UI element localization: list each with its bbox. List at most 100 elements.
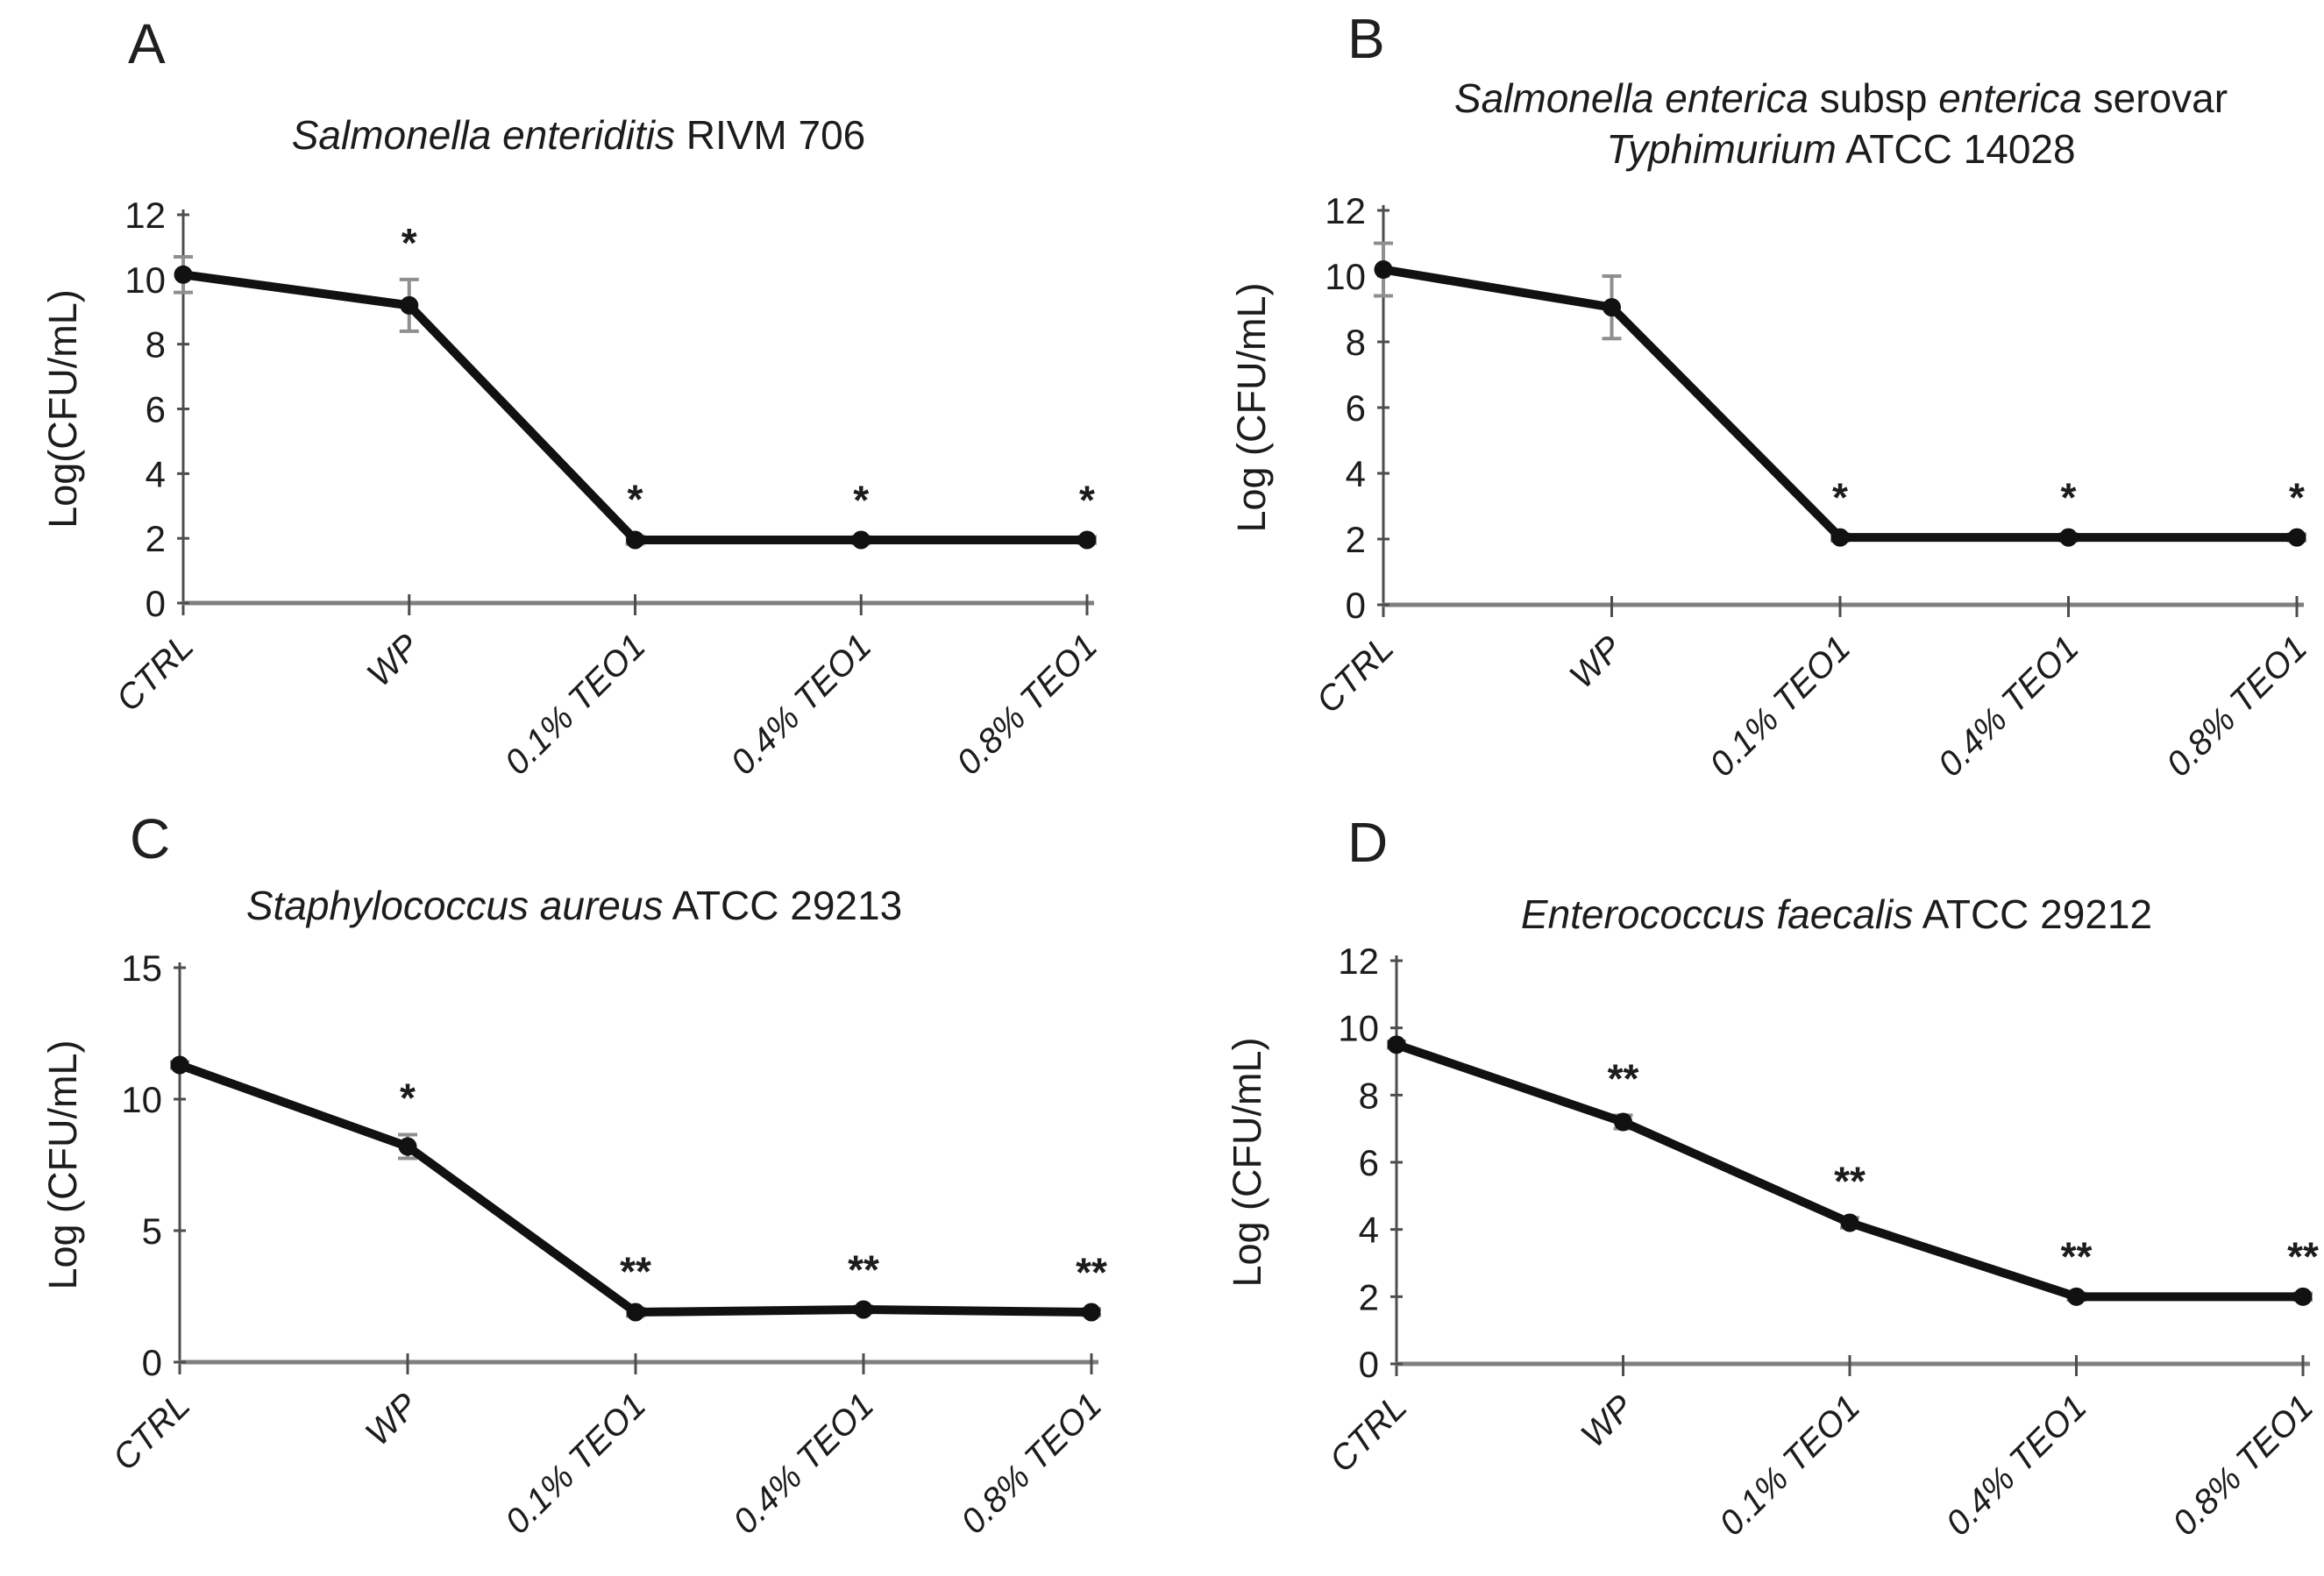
significance-marker: *	[1832, 474, 1848, 520]
x-category-label: 0.8% TEO1	[2165, 1388, 2320, 1543]
y-tick-label: 10	[124, 259, 166, 301]
significance-marker: *	[402, 220, 417, 266]
y-tick-label: 8	[146, 324, 166, 366]
data-point	[1082, 1303, 1101, 1322]
y-tick-label: 12	[1325, 190, 1366, 231]
data-point	[2293, 1287, 2313, 1306]
panel-d-letter: D	[1347, 811, 1389, 874]
significance-marker: *	[2061, 474, 2077, 520]
x-category-label: 0.1% TEO1	[498, 627, 653, 782]
y-tick-label: 4	[1359, 1210, 1379, 1251]
data-point	[1077, 530, 1097, 550]
y-tick-label: 6	[1359, 1142, 1379, 1183]
x-category-label: 0.8% TEO1	[2159, 628, 2314, 784]
y-axis-label: Log (CFU/mL)	[1229, 282, 1274, 532]
x-category-label: CTRL	[1322, 1388, 1414, 1480]
x-category-label: WP	[359, 1386, 426, 1453]
data-point	[174, 265, 193, 284]
data-point	[626, 530, 644, 550]
x-category-label: 0.4% TEO1	[1931, 628, 2086, 784]
panel-a: A Salmonella enteriditis RIVM 706 0 2 4 6 8 10…	[0, 0, 1162, 788]
x-category-label: WP	[359, 627, 427, 694]
x-category-label: 0.1% TEO1	[498, 1386, 653, 1541]
y-tick-label: 15	[121, 948, 162, 989]
significance-marker: *	[853, 477, 869, 522]
x-category-label: 0.4% TEO1	[723, 627, 878, 782]
x-category-label: WP	[1562, 628, 1630, 696]
y-tick-label: 0	[146, 583, 166, 624]
panel-b-letter: B	[1347, 7, 1385, 70]
data-point	[1603, 298, 1621, 317]
y-tick-label: 2	[1346, 519, 1366, 560]
panel-c: C Staphylococcus aureus ATCC 29213 0 5 10 15…	[0, 788, 1162, 1576]
panel-a-letter: A	[128, 12, 166, 75]
x-category-label: CTRL	[109, 627, 201, 719]
chart-title: Typhimurium ATCC 14028	[1606, 126, 2075, 172]
chart-title: Salmonella enteriditis RIVM 706	[292, 112, 866, 158]
x-category-label: CTRL	[105, 1386, 197, 1478]
significance-marker: **	[1076, 1249, 1107, 1295]
y-tick-label: 4	[146, 453, 166, 494]
significance-marker: **	[620, 1249, 651, 1295]
y-tick-label: 4	[1346, 453, 1366, 494]
y-tick-label: 0	[142, 1342, 162, 1383]
significance-marker: **	[1834, 1158, 1866, 1203]
y-axis-label: Log (CFU/mL)	[1225, 1037, 1269, 1287]
significance-marker: **	[848, 1246, 879, 1292]
data-point	[1387, 1035, 1406, 1054]
data-point	[398, 1137, 417, 1156]
y-tick-label: 6	[1346, 387, 1366, 429]
x-category-label: WP	[1574, 1388, 1641, 1455]
panel-c-chart: Staphylococcus aureus ATCC 29213 0 5 10 15 CT…	[40, 883, 1109, 1542]
data-point	[626, 1303, 645, 1322]
panel-d: D Enterococcus faecalis ATCC 29212 0 2 4 6 8 1…	[1162, 788, 2324, 1576]
panel-b: B Salmonella enterica subsp enterica ser…	[1162, 0, 2324, 788]
panel-b-chart: Salmonella enterica subsp enterica serov…	[1229, 75, 2314, 784]
data-point	[400, 295, 419, 315]
y-tick-label: 8	[1359, 1075, 1379, 1116]
x-category-label: 0.8% TEO1	[954, 1386, 1109, 1541]
x-category-label: 0.1% TEO1	[1712, 1388, 1867, 1543]
data-point	[851, 530, 871, 550]
x-category-label: CTRL	[1309, 628, 1401, 721]
panel-c-letter: C	[130, 807, 171, 870]
panel-d-chart: Enterococcus faecalis ATCC 29212 0 2 4 6 8 10 1…	[1225, 891, 2320, 1544]
significance-marker: *	[628, 477, 643, 522]
significance-marker: **	[2061, 1234, 2093, 1280]
data-point	[1614, 1112, 1632, 1132]
data-point	[854, 1300, 873, 1319]
y-tick-label: 12	[1338, 941, 1379, 982]
y-tick-label: 12	[124, 195, 166, 236]
panel-a-chart: Salmonella enteriditis RIVM 706 0 2 4 6 8 10 12…	[40, 112, 1105, 783]
y-tick-label: 5	[142, 1210, 162, 1252]
data-point	[2287, 528, 2306, 547]
data-point	[2067, 1287, 2086, 1306]
y-tick-label: 10	[1338, 1008, 1379, 1049]
data-point	[2059, 528, 2078, 547]
y-tick-label: 6	[146, 389, 166, 430]
y-tick-label: 0	[1359, 1344, 1379, 1385]
chart-title: Salmonella enterica subsp enterica serov…	[1454, 75, 2228, 121]
y-tick-label: 10	[121, 1079, 162, 1120]
x-category-label: 0.4% TEO1	[1939, 1388, 2094, 1543]
y-tick-label: 2	[1359, 1276, 1379, 1317]
data-point	[1830, 528, 1850, 547]
y-axis-label: Log (CFU/mL)	[40, 1040, 85, 1289]
x-category-label: 0.1% TEO1	[1702, 628, 1858, 784]
chart-title: Staphylococcus aureus ATCC 29213	[246, 883, 902, 928]
chart-title: Enterococcus faecalis ATCC 29212	[1521, 891, 2152, 937]
y-tick-label: 8	[1346, 322, 1366, 363]
data-point	[1840, 1213, 1859, 1232]
data-point	[1374, 260, 1393, 279]
y-tick-label: 10	[1325, 256, 1366, 297]
significance-marker: **	[1608, 1055, 1639, 1101]
y-axis-label: Log(CFU/mL)	[40, 289, 85, 529]
x-category-label: 0.8% TEO1	[949, 627, 1105, 782]
significance-marker: *	[2289, 474, 2305, 520]
significance-marker: *	[1079, 477, 1095, 522]
x-category-label: 0.4% TEO1	[726, 1386, 881, 1541]
data-point	[170, 1055, 189, 1075]
significance-marker: *	[400, 1076, 416, 1121]
y-tick-label: 2	[146, 518, 166, 559]
